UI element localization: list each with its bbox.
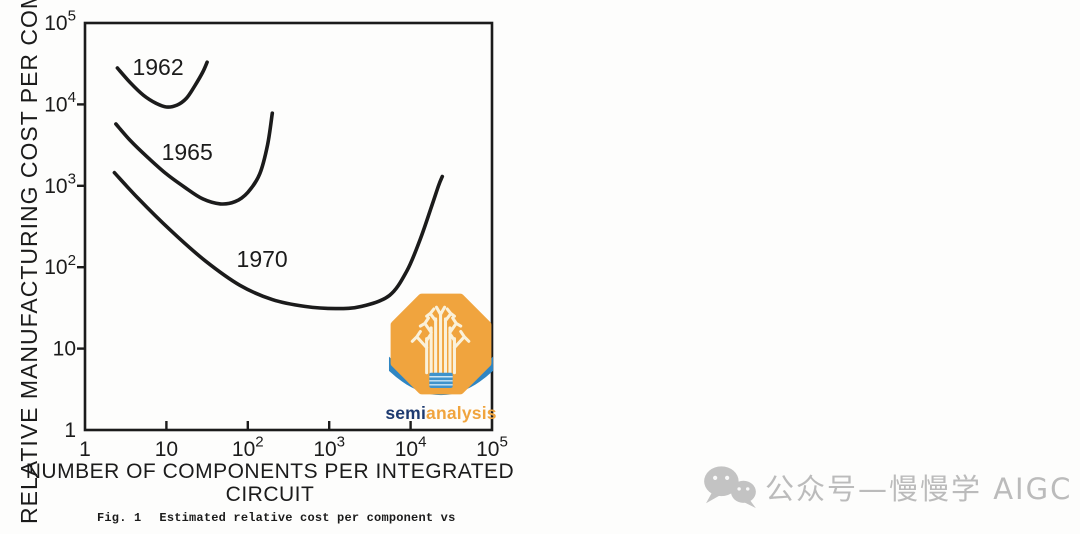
fig1-curve-1970: [112, 170, 445, 311]
semianalysis-logo: semianalysis: [385, 292, 497, 424]
fig1-x-tick-label: 1: [79, 438, 91, 461]
fig1-y-tick-label: 102: [44, 252, 76, 279]
fig1-y-tick-label: 105: [44, 8, 76, 35]
wechat-icon: [704, 466, 756, 509]
fig1-y-tick-label: 1: [64, 419, 76, 442]
semianalysis-logo-text: semianalysis: [385, 403, 496, 424]
fig1-y-tick-label: 103: [44, 170, 76, 197]
fig1-y-axis-label: RELATIVE MANUFACTURING COST PER COMPONE: [16, 0, 42, 524]
fig1-caption-text: Estimated relative cost per component vs: [159, 511, 456, 525]
fig1-x-tick-label: 104: [395, 434, 427, 461]
fig1-curve-label-1962: 1962: [132, 54, 183, 80]
fig1-plot-border: [83, 21, 494, 432]
fig1-curve-1962: [115, 60, 209, 109]
fig1-caption-number: Fig. 1: [97, 511, 142, 525]
fig1-panel: 1 10 102 103 104 105 1 10 102 103 104 105 1962 1965 19…: [0, 0, 540, 525]
fig1-x-tick-label: 105: [476, 434, 508, 461]
fig1-y-tick-label: 104: [44, 89, 76, 116]
logo-text-analysis: analysis: [426, 403, 497, 423]
fig1-x-tick-label: 103: [313, 434, 345, 461]
fig1-x-axis-label-line1: NUMBER OF COMPONENTS PER INTEGRATED: [25, 460, 515, 483]
logo-text-semi: semi: [385, 403, 427, 423]
fig2-panel: 0123456789101112131415161959196019611962…: [540, 0, 1080, 534]
fig1-chart: 1 10 102 103 104 105 1 10 102 103 104 105 1962 1965 19…: [44, 8, 508, 461]
fig1-caption: Fig. 1 Estimated relative cost per compon…: [97, 511, 455, 525]
fig1-y-tick-label: 10: [53, 338, 76, 361]
fig1-curve-label-1970: 1970: [237, 246, 288, 272]
fig1-curve-label-1965: 1965: [162, 139, 213, 165]
semianalysis-logo-icon: [388, 293, 494, 396]
watermark-text: 公众号—慢慢学 AIGC: [765, 472, 1073, 506]
fig1-x-axis-label-line2: CIRCUIT: [225, 483, 315, 506]
fig1-curve-1965: [114, 111, 275, 206]
fig1-x-axis-label: NUMBER OF COMPONENTS PER INTEGRATED CIRC…: [0, 460, 540, 506]
fig1-x-tick-label: 10: [155, 438, 178, 461]
fig1-x-tick-label: 102: [232, 434, 264, 461]
watermark: 公众号—慢慢学 AIGC: [701, 464, 1072, 510]
